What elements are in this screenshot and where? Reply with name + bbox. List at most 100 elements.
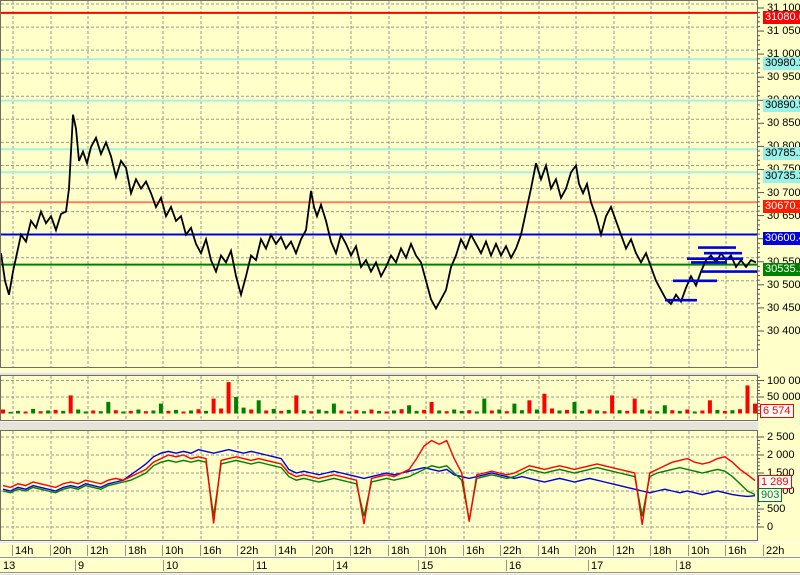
panel-separator — [0, 372, 758, 376]
price-axis-label: 30 700 — [767, 187, 800, 199]
price-level-tag: 30600.46 — [763, 232, 800, 245]
price-level-tag: 30670.16 — [763, 200, 800, 213]
volume-panel[interactable] — [0, 375, 758, 421]
date-cell-separator — [418, 560, 419, 571]
indicator-last-tag-green: 903 — [758, 488, 783, 502]
date-cell-separator — [333, 560, 334, 571]
price-level-tag: 30980.27 — [763, 57, 800, 70]
time-axis-hour-label: 14h — [278, 545, 297, 557]
indicator-axis-label: 2 000 — [767, 449, 795, 461]
panel-separator — [0, 541, 758, 544]
date-cell-separator — [588, 560, 589, 571]
price-axis-label: 30 500 — [767, 279, 800, 291]
indicator-line-green — [2, 459, 756, 520]
hour-cell-separator — [350, 545, 351, 556]
indicator-axis-label: 500 — [767, 503, 786, 515]
time-axis-date-label: 11 — [256, 560, 268, 572]
hour-cell-separator — [237, 545, 238, 556]
price-axis-label: 30 450 — [767, 302, 800, 314]
time-axis-date-label: 16 — [509, 560, 522, 572]
time-axis-hour-label: 18h — [653, 545, 672, 557]
hour-cell-separator — [125, 545, 126, 556]
time-axis-hour-label: 12h — [353, 545, 372, 557]
time-axis-hours[interactable]: 14h 20h 12h 18h 10h 16h 22h 14h 20h 12h 18h 10h 16h 2… — [0, 543, 800, 558]
price-axis-label: 30 950 — [767, 71, 800, 83]
hour-cell-separator — [688, 545, 689, 556]
time-axis-hour-label: 18h — [391, 545, 410, 557]
date-cell-separator — [163, 560, 164, 571]
hour-cell-separator — [162, 545, 163, 556]
time-axis-hour-label: 16h — [728, 545, 747, 557]
time-axis-hour-label: 10h — [428, 545, 447, 557]
hour-cell-separator — [575, 545, 576, 556]
hour-cell-separator — [425, 545, 426, 556]
hour-cell-separator — [463, 545, 464, 556]
hour-cell-separator — [275, 545, 276, 556]
hour-cell-separator — [763, 545, 764, 556]
hour-cell-separator — [388, 545, 389, 556]
time-axis-hour-label: 20h — [315, 545, 334, 557]
time-axis-hour-label: 10h — [691, 545, 710, 557]
time-axis-hour-label: 20h — [578, 545, 597, 557]
hour-cell-separator — [87, 545, 88, 556]
time-axis-hour-label: 16h — [203, 545, 222, 557]
bottom-strip — [0, 573, 800, 575]
price-axis-label: 31 050 — [767, 25, 800, 37]
time-axis-hour-label: 20h — [53, 545, 72, 557]
indicator-line-blue — [2, 448, 756, 498]
time-axis-date-label: 13 — [3, 560, 16, 572]
time-axis-hour-label: 10h — [165, 545, 184, 557]
price-scale[interactable] — [757, 5, 767, 371]
hour-cell-separator — [12, 545, 13, 556]
price-axis-label: 30 850 — [767, 117, 800, 129]
hour-cell-separator — [500, 545, 501, 556]
date-cell-separator — [75, 560, 76, 571]
price-level-tag: 30535.17 — [763, 263, 800, 276]
price-level-tag: 30735.23 — [763, 170, 800, 183]
price-level-tag: 30890.53 — [763, 99, 800, 112]
time-axis-hour-label: 22h — [503, 545, 522, 557]
hour-cell-separator — [312, 545, 313, 556]
indicator-axis-label: 2 500 — [767, 431, 795, 443]
price-series — [1, 114, 757, 311]
price-level-tag: 31080.68 — [763, 11, 800, 24]
date-cell-separator — [506, 560, 507, 571]
hour-cell-separator — [613, 545, 614, 556]
time-axis-hour-label: 22h — [766, 545, 785, 557]
price-chart-panel[interactable] — [0, 0, 758, 368]
time-axis-hour-label: 22h — [240, 545, 259, 557]
price-axis-label: 30 400 — [767, 325, 800, 337]
time-axis-date-label: 14 — [336, 560, 349, 572]
time-axis-hour-label: 18h — [128, 545, 147, 557]
hour-cell-separator — [725, 545, 726, 556]
indicator-panel[interactable] — [0, 430, 758, 541]
price-level-tag: 30785.18 — [763, 147, 800, 160]
time-axis-date-label: 9 — [78, 560, 85, 572]
price-axis-label: 30 650 — [767, 210, 800, 222]
date-cell-separator — [253, 560, 254, 571]
time-axis-hour-label: 12h — [616, 545, 635, 557]
volume-bars — [1, 382, 757, 414]
hour-cell-separator — [650, 545, 651, 556]
time-axis-hour-label: 16h — [466, 545, 485, 557]
date-cell-separator — [676, 560, 677, 571]
volume-axis-label: 100 000 — [767, 375, 800, 387]
time-axis-hour-label: 12h — [90, 545, 109, 557]
indicator-last-tag-red: 1 289 — [758, 475, 792, 489]
time-axis-date-label: 18 — [679, 560, 692, 572]
time-axis-date-label: 10 — [166, 560, 179, 572]
time-axis-date-label: 15 — [421, 560, 434, 572]
volume-last-tag: 6 574 — [760, 404, 794, 418]
indicator-line-red — [2, 439, 756, 525]
hour-cell-separator — [538, 545, 539, 556]
time-axis-hour-label: 14h — [15, 545, 34, 557]
time-axis-dates[interactable]: 13 9 10 11 14 15 16 17 18 — [0, 558, 800, 573]
panel-separator — [0, 421, 758, 431]
hour-cell-separator — [200, 545, 201, 556]
time-axis-hour-label: 14h — [541, 545, 560, 557]
indicator-axis-label: 0 — [767, 521, 774, 533]
hour-cell-separator — [50, 545, 51, 556]
volume-axis-label: 50 000 — [767, 391, 800, 403]
time-axis-date-label: 17 — [591, 560, 604, 572]
